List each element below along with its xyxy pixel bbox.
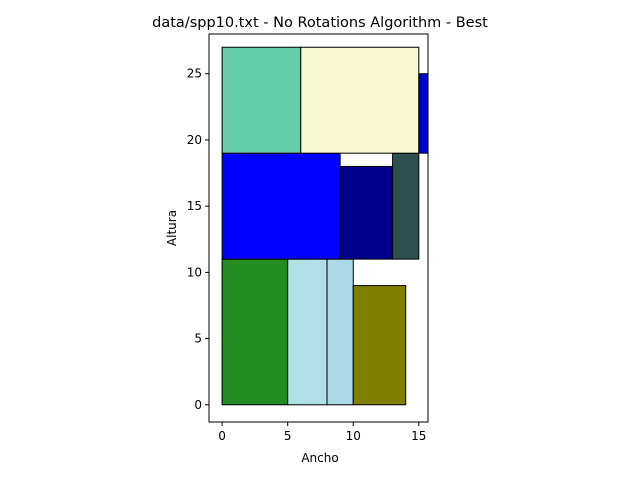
rectangles-layer bbox=[221, 46, 428, 406]
packed-rectangle-2 bbox=[287, 258, 328, 406]
x-axis-label: Ancho bbox=[301, 451, 338, 465]
x-axis: 0 5 10 15 bbox=[218, 422, 426, 443]
packed-rectangle-1 bbox=[221, 258, 289, 406]
y-axis: 0 5 10 15 20 25 bbox=[187, 67, 209, 412]
packed-rectangle-6 bbox=[339, 165, 394, 260]
packed-rectangle-9 bbox=[300, 46, 420, 154]
y-axis-label: Altura bbox=[165, 210, 179, 246]
x-tick-label: 0 bbox=[218, 429, 226, 443]
packed-rectangle-5 bbox=[221, 152, 341, 260]
y-tick-label: 20 bbox=[187, 133, 202, 147]
y-tick-label: 25 bbox=[187, 67, 202, 81]
y-tick-label: 15 bbox=[187, 199, 202, 213]
packed-rectangle-8 bbox=[221, 46, 302, 154]
packed-rectangle-4 bbox=[352, 285, 407, 406]
x-tick-label: 5 bbox=[284, 429, 292, 443]
x-tick-label: 10 bbox=[346, 429, 361, 443]
y-tick-label: 10 bbox=[187, 265, 202, 279]
chart-title: data/spp10.txt - No Rotations Algorithm … bbox=[152, 15, 488, 31]
x-tick-label: 15 bbox=[411, 429, 426, 443]
packed-rectangle-10 bbox=[418, 73, 428, 154]
plot-frame bbox=[208, 33, 429, 423]
y-tick-label: 0 bbox=[194, 398, 202, 412]
packed-rectangle-3 bbox=[326, 258, 354, 406]
y-tick-label: 5 bbox=[194, 332, 202, 346]
packed-rectangle-7 bbox=[392, 152, 420, 260]
